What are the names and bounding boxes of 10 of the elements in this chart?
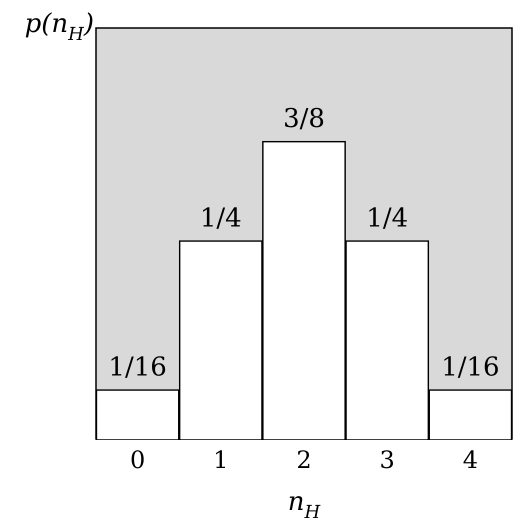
x-tick-label: 2 xyxy=(296,446,312,474)
data-label: 3/8 xyxy=(283,104,325,134)
data-label: 1/4 xyxy=(200,203,242,234)
x-tick-label: 1 xyxy=(213,446,228,474)
x-tick-label: 0 xyxy=(130,446,146,474)
data-label: 1/16 xyxy=(441,352,500,382)
x-tick-label: 3 xyxy=(380,446,395,474)
data-label: 1/16 xyxy=(108,352,167,382)
x-tick-label: 4 xyxy=(462,446,478,474)
data-label: 1/4 xyxy=(366,203,408,234)
